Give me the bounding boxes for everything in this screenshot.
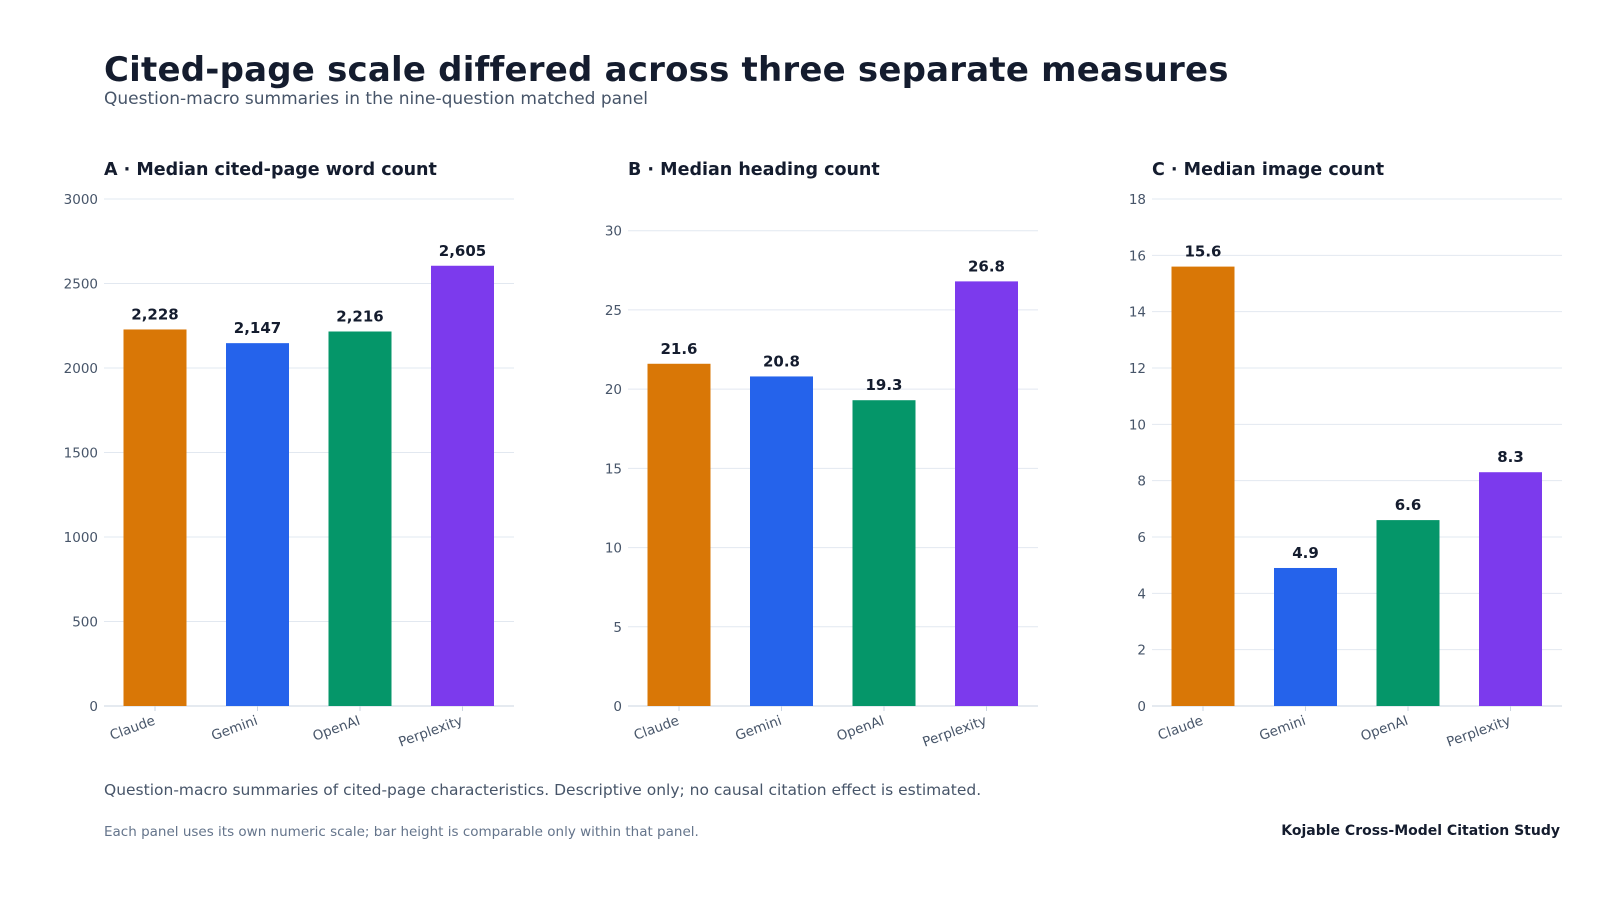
panel-a-category-label: Claude: [108, 713, 158, 744]
panel-a-category-label: OpenAI: [311, 713, 363, 745]
panel-a-category-label: Gemini: [209, 713, 260, 744]
panel-c-ytick-label: 16: [1129, 248, 1146, 264]
panel-a-title: A · Median cited-page word count: [104, 160, 437, 180]
panel-b-ytick-label: 5: [613, 620, 622, 636]
panel-a-bar-perplexity: [431, 265, 494, 706]
panel-c-category-label: Perplexity: [1444, 713, 1512, 751]
panel-c-bar-claude: [1171, 266, 1235, 706]
panel-b-value-label: 21.6: [660, 340, 697, 358]
chart-title: Cited-page scale differed across three s…: [104, 50, 1229, 90]
panel-b-ytick-label: 30: [605, 224, 622, 240]
panel-b-value-label: 20.8: [763, 352, 800, 370]
panel-b-ytick-label: 25: [605, 303, 622, 319]
panel-b-bar-perplexity: [955, 281, 1018, 706]
panel-c-ytick-label: 0: [1137, 699, 1146, 715]
panel-a-bar-claude: [123, 329, 187, 706]
panel-a-value-label: 2,216: [336, 307, 383, 325]
panel-c-bar-openai: [1376, 520, 1440, 706]
panel-c-title: C · Median image count: [1152, 160, 1384, 180]
panel-a-value-label: 2,228: [131, 305, 178, 323]
panel-c-ytick-label: 10: [1129, 417, 1146, 433]
panel-c-ytick-label: 12: [1129, 361, 1146, 377]
panel-b-category-label: OpenAI: [835, 713, 887, 745]
panel-c-value-label: 4.9: [1292, 544, 1319, 562]
panel-a-value-label: 2,147: [234, 319, 281, 337]
panel-a-bar-gemini: [226, 343, 289, 706]
panel-c-value-label: 8.3: [1497, 448, 1524, 466]
panel-c-ytick-label: 8: [1137, 474, 1146, 490]
panel-b-value-label: 19.3: [865, 376, 902, 394]
panel-b-category-label: Perplexity: [920, 713, 988, 751]
panel-a-ytick-label: 1000: [64, 530, 98, 546]
panel-a-ytick-label: 2000: [64, 361, 98, 377]
panel-c-ytick-label: 4: [1137, 586, 1146, 602]
panel-b-ytick-label: 15: [605, 461, 622, 477]
panel-c-ytick-label: 14: [1129, 305, 1146, 321]
panel-a-value-label: 2,605: [439, 242, 486, 260]
panel-c-ytick-label: 18: [1129, 192, 1146, 208]
panel-b-bar-openai: [852, 400, 916, 706]
panel-c-ytick-label: 6: [1137, 530, 1146, 546]
panel-a-category-label: Perplexity: [396, 713, 464, 751]
panel-c-category-label: Gemini: [1257, 713, 1308, 744]
description-note: Question-macro summaries of cited-page c…: [104, 781, 982, 799]
panel-c-value-label: 15.6: [1184, 243, 1221, 261]
panel-b-category-label: Claude: [632, 713, 682, 744]
charts-area: A · Median cited-page word count05001000…: [64, 160, 1562, 751]
panel-b-bar-claude: [647, 363, 711, 706]
panel-b-ytick-label: 10: [605, 541, 622, 557]
panel-c-category-label: Claude: [1156, 713, 1206, 744]
panel-b-ytick-label: 20: [605, 382, 622, 398]
panel-a-ytick-label: 0: [89, 699, 98, 715]
panel-a-ytick-label: 500: [72, 615, 98, 631]
panel-c-bar-gemini: [1274, 567, 1337, 706]
panel-a-ytick-label: 1500: [64, 446, 98, 462]
panel-c-ytick-label: 2: [1137, 643, 1146, 659]
scale-footnote: Each panel uses its own numeric scale; b…: [104, 824, 699, 840]
panel-a-ytick-label: 3000: [64, 192, 98, 208]
panel-b-bar-gemini: [750, 376, 813, 706]
panel-c-category-label: OpenAI: [1359, 713, 1411, 745]
panel-a-bar-openai: [328, 331, 392, 706]
chart-subtitle: Question-macro summaries in the nine-que…: [104, 89, 649, 109]
panel-b-title: B · Median heading count: [628, 160, 880, 180]
panel-b-ytick-label: 0: [613, 699, 622, 715]
panel-b-category-label: Gemini: [733, 713, 784, 744]
panel-c-bar-perplexity: [1479, 472, 1542, 706]
panel-a-ytick-label: 2500: [64, 277, 98, 293]
panel-b-value-label: 26.8: [968, 257, 1005, 275]
source-credit: Kojable Cross-Model Citation Study: [1281, 823, 1560, 839]
panel-c-value-label: 6.6: [1395, 496, 1422, 514]
